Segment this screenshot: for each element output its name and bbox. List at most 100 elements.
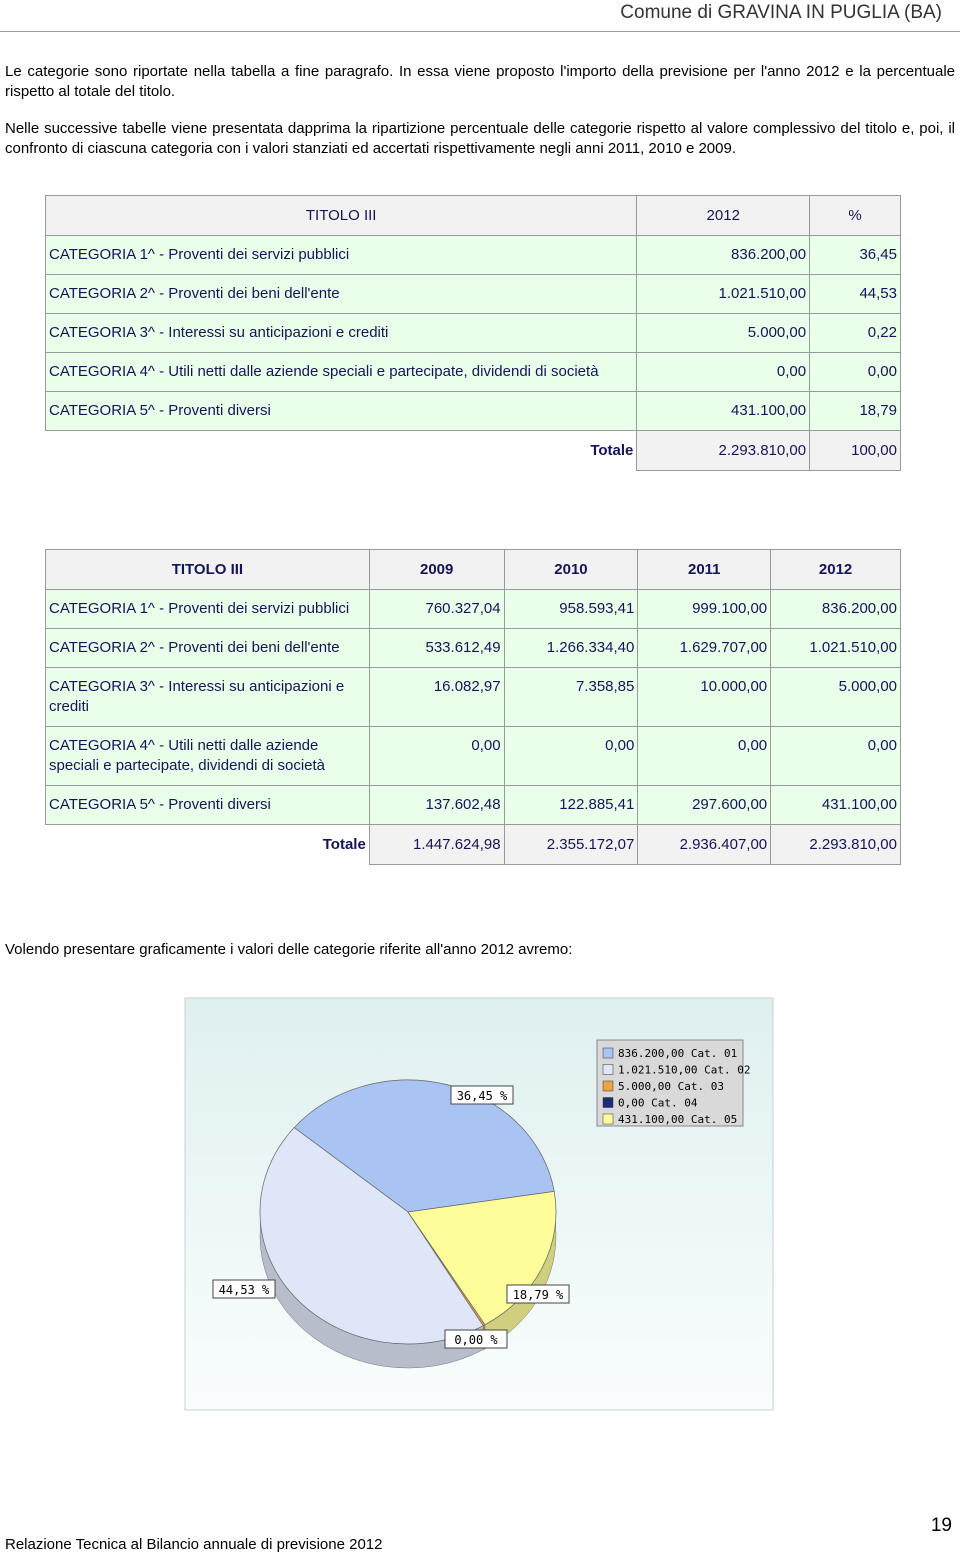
table-row: CATEGORIA 1^ - Proventi dei servizi pubb… (45, 589, 901, 629)
table-row: CATEGORIA 3^ - Interessi su anticipazion… (44, 313, 901, 353)
value-cell: 533.612,49 (368, 628, 505, 668)
pie-slice (293, 1079, 555, 1213)
header-cell: TITOLO III (44, 195, 638, 236)
value-cell: 10.000,00 (637, 667, 772, 727)
value-cell: 760.327,04 (368, 589, 505, 629)
header-cell: 2009 (368, 549, 505, 590)
label-box (506, 1284, 570, 1304)
data-label: 0,00 % (454, 1333, 498, 1347)
value-cell: 297.600,00 (637, 785, 772, 825)
paragraph: Nelle successive tabelle viene presentat… (5, 119, 955, 159)
label-cell: CATEGORIA 4^ - Utili netti dalle aziende… (45, 726, 370, 786)
value-cell: 0,00 (503, 726, 639, 786)
total-value: 2.355.172,07 (503, 824, 639, 865)
header-cell: % (809, 195, 901, 236)
value-cell: 18,79 (809, 391, 901, 431)
value-cell: 836.200,00 (770, 589, 901, 629)
total-value: 1.447.624,98 (368, 824, 505, 865)
legend-label: 5.000,00 Cat. 03 (618, 1080, 724, 1093)
text: Nelle successive tabelle viene presentat… (5, 120, 955, 157)
value-cell: 836.200,00 (636, 235, 811, 275)
label-cell: CATEGORIA 3^ - Interessi su anticipazion… (44, 313, 638, 353)
value-cell: 1.021.510,00 (636, 274, 811, 314)
table: TITOLO III 2009 2010 2011 2012 CATEGORIA 1^ -… (45, 549, 901, 865)
data-label: 36,45 % (457, 1089, 508, 1103)
label-cell: CATEGORIA 2^ - Proventi dei beni dell'en… (45, 628, 370, 668)
data-label: 18,79 % (513, 1288, 564, 1302)
page-header: Comune di GRAVINA IN PUGLIA (BA) (620, 2, 942, 23)
value-cell: 431.100,00 (636, 391, 811, 431)
total-value: 100,00 (809, 430, 901, 471)
text: Le categorie sono riportate nella tabell… (5, 63, 955, 100)
legend-label: 431.100,00 Cat. 05 (618, 1113, 737, 1126)
header-cell: TITOLO III (45, 549, 370, 590)
table-row: Totale 1.447.624,98 2.355.172,07 2.936.407,… (45, 824, 901, 865)
legend-swatch (602, 1064, 614, 1075)
table-row: CATEGORIA 5^ - Proventi diversi 137.602,4… (45, 785, 901, 825)
label-cell: CATEGORIA 2^ - Proventi dei beni dell'en… (44, 274, 638, 314)
label-cell: CATEGORIA 1^ - Proventi dei servizi pubb… (45, 589, 370, 629)
value-cell: 0,00 (809, 352, 901, 392)
chart: 36,45 % 44,53 % 0,00 % 18,79 % 836.200,00 C… (184, 997, 774, 1411)
total-label: Totale (45, 824, 370, 865)
legend-swatch (602, 1047, 614, 1059)
pie-slice (259, 1127, 484, 1345)
paragraph: Volendo presentare graficamente i valori… (5, 940, 955, 960)
value-cell: 1.629.707,00 (637, 628, 772, 668)
page-number: 19 (930, 1515, 952, 1536)
value-cell: 1.266.334,40 (503, 628, 639, 668)
label-cell: CATEGORIA 5^ - Proventi diversi (45, 785, 370, 825)
paragraph: Le categorie sono riportate nella tabell… (5, 62, 955, 102)
value-cell: 0,22 (809, 313, 901, 353)
table-row: CATEGORIA 4^ - Utili netti dalle aziende… (44, 352, 901, 392)
table-row: Totale 2.293.810,00 100,00 (45, 430, 901, 471)
legend-label: 1.021.510,00 Cat. 02 (618, 1064, 750, 1077)
table-row: CATEGORIA 2^ - Proventi dei beni dell'en… (45, 628, 901, 668)
table-row: CATEGORIA 5^ - Proventi diversi 431.100,0… (44, 391, 901, 431)
label-cell: CATEGORIA 4^ - Utili netti dalle aziende… (44, 352, 638, 392)
header-cell: 2012 (636, 195, 811, 236)
value-cell: 5.000,00 (636, 313, 811, 353)
value-cell: 16.082,97 (368, 667, 505, 727)
table-row: CATEGORIA 3^ - Interessi su anticipazion… (45, 667, 901, 727)
header-cell: 2010 (503, 549, 639, 590)
label-cell: CATEGORIA 3^ - Interessi su anticipazion… (45, 667, 370, 727)
label-box (450, 1085, 514, 1105)
legend-label: 836.200,00 Cat. 01 (618, 1047, 737, 1060)
footer-text: Relazione Tecnica al Bilancio annuale di… (5, 1536, 383, 1553)
value-cell: 0,00 (368, 726, 505, 786)
value-cell: 999.100,00 (637, 589, 772, 629)
header-rule (0, 31, 960, 32)
value-cell: 7.358,85 (503, 667, 639, 727)
label-cell: CATEGORIA 1^ - Proventi dei servizi pubb… (44, 235, 638, 275)
data-label: 44,53 % (219, 1283, 270, 1297)
label-cell: CATEGORIA 5^ - Proventi diversi (44, 391, 638, 431)
legend-swatch (602, 1080, 614, 1092)
total-value: 2.936.407,00 (637, 824, 772, 865)
header-cell: 2012 (770, 549, 901, 590)
total-value: 2.293.810,00 (636, 430, 811, 471)
value-cell: 122.885,41 (503, 785, 639, 825)
value-cell: 137.602,48 (368, 785, 505, 825)
legend-swatch (602, 1113, 614, 1125)
text: Volendo presentare graficamente i valori… (5, 941, 573, 958)
legend-box (596, 1039, 744, 1127)
value-cell: 958.593,41 (503, 589, 639, 629)
value-cell: 0,00 (636, 352, 811, 392)
label-box (212, 1279, 276, 1299)
table: TITOLO III 2012% CATEGORIA 1^ - Proventi d… (44, 195, 901, 471)
value-cell: 431.100,00 (770, 785, 901, 825)
table-row: CATEGORIA 4^ - Utili netti dalle aziende… (45, 726, 901, 786)
total-label: Totale (45, 430, 637, 471)
table-row: CATEGORIA 1^ - Proventi dei servizi pubb… (44, 235, 901, 275)
table-row: CATEGORIA 2^ - Proventi dei beni dell'en… (44, 274, 901, 314)
value-cell: 44,53 (809, 274, 901, 314)
value-cell: 5.000,00 (770, 667, 901, 727)
value-cell: 0,00 (637, 726, 772, 786)
label-box (444, 1329, 508, 1349)
table-row: TITOLO III 2009 2010 2011 2012 (45, 549, 901, 590)
value-cell: 1.021.510,00 (770, 628, 901, 668)
legend-label: 0,00 Cat. 04 (618, 1097, 698, 1110)
total-value: 2.293.810,00 (770, 824, 901, 865)
